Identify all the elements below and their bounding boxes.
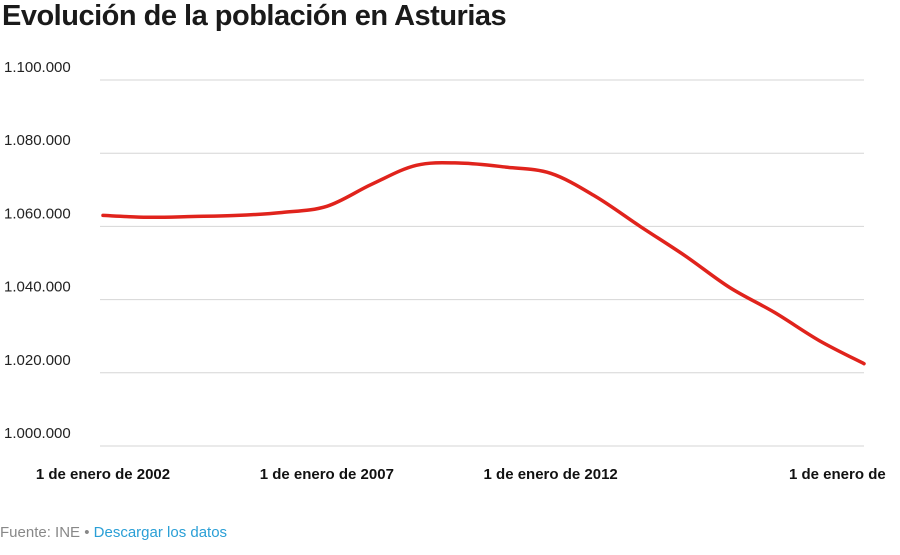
y-tick-label: 1.000.000 <box>4 425 71 442</box>
source-text: Fuente: INE <box>0 524 81 541</box>
x-tick-label: 1 de enero de 2002 <box>36 466 170 483</box>
y-tick-label: 1.020.000 <box>4 352 71 369</box>
footer: Fuente: INE • Descargar los datos <box>0 524 227 541</box>
line-chart: 1.000.000 1.020.000 1.040.000 1.060.000 1.08… <box>4 59 886 483</box>
chart-title: Evolución de la población en Asturias <box>2 0 507 32</box>
y-tick-label: 1.060.000 <box>4 205 71 222</box>
gridlines <box>100 79 864 447</box>
x-tick-label: 1 de enero de 2012 <box>484 466 618 483</box>
y-tick-label: 1.080.000 <box>4 132 71 149</box>
y-axis-labels: 1.000.000 1.020.000 1.040.000 1.060.000 1.08… <box>4 59 71 442</box>
y-tick-label: 1.040.000 <box>4 279 71 296</box>
x-tick-label: 1 de enero de 2007 <box>260 466 394 483</box>
y-tick-label: 1.100.000 <box>4 59 71 76</box>
series-line <box>101 160 866 366</box>
download-data-link[interactable]: Descargar los datos <box>93 524 228 541</box>
x-tick-label: 1 de enero de <box>789 466 886 483</box>
series-lines <box>101 160 866 366</box>
separator: • <box>84 524 90 541</box>
x-axis-labels: 1 de enero de 2002 1 de enero de 2007 1 de… <box>36 466 886 483</box>
